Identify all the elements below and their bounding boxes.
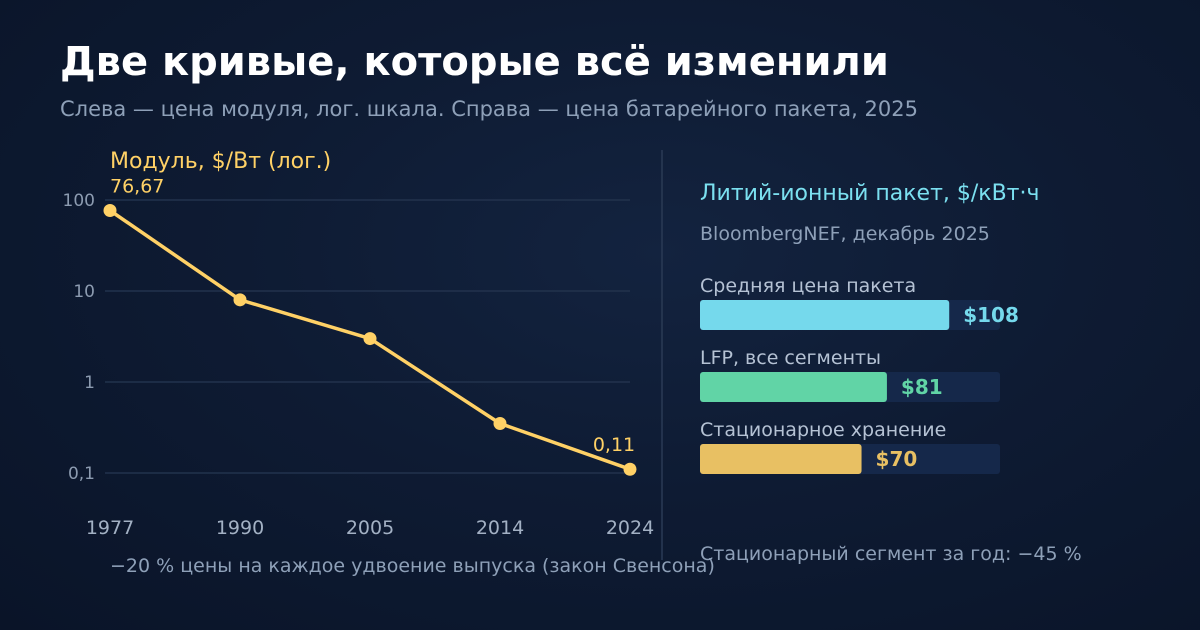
data-labels: 76,67 0,11 bbox=[110, 175, 635, 456]
bars: Средняя цена пакета $108 LFP, все сегменты… bbox=[700, 275, 1019, 474]
bar-value-label: $81 bbox=[901, 375, 943, 399]
x-tick-label: 1977 bbox=[86, 517, 134, 539]
data-label: 76,67 bbox=[110, 175, 164, 197]
bar-group: Стационарное хранение $70 bbox=[700, 419, 1000, 474]
bar-category-label: LFP, все сегменты bbox=[700, 347, 881, 369]
bar-category-label: Средняя цена пакета bbox=[700, 275, 916, 297]
y-axis-ticks: 100 10 1 0,1 bbox=[63, 191, 95, 484]
battery-chart-title: Литий-ионный пакет, $/кВт·ч bbox=[700, 181, 1039, 206]
bar-value-label: $108 bbox=[963, 303, 1019, 327]
x-tick-label: 2014 bbox=[476, 517, 524, 539]
y-tick-label: 100 bbox=[63, 191, 95, 211]
bar-group: Средняя цена пакета $108 bbox=[700, 275, 1019, 330]
page-title: Две кривые, которые всё изменили bbox=[60, 39, 889, 85]
page-subtitle: Слева — цена модуля, лог. шкала. Справа … bbox=[60, 97, 918, 121]
data-point-2005 bbox=[363, 332, 377, 346]
x-tick-label: 1990 bbox=[216, 517, 264, 539]
data-point-1977 bbox=[103, 203, 117, 217]
data-label: 0,11 bbox=[593, 434, 635, 456]
swanson-law-note: −20 % цены на каждое удвоение выпуска (з… bbox=[110, 555, 715, 577]
data-point-1990 bbox=[233, 293, 247, 307]
x-tick-label: 2024 bbox=[606, 517, 654, 539]
battery-pack-chart: Литий-ионный пакет, $/кВт·ч BloombergNEF… bbox=[700, 181, 1082, 565]
bar-value-label: $70 bbox=[876, 447, 918, 471]
bar bbox=[700, 372, 887, 402]
module-chart-title: Модуль, $/Вт (лог.) bbox=[110, 149, 331, 174]
module-price-chart: Модуль, $/Вт (лог.) 100 10 1 0,1 1977 1990 20… bbox=[63, 149, 715, 577]
data-points bbox=[103, 203, 637, 476]
data-point-2014 bbox=[493, 416, 507, 430]
bar-group: LFP, все сегменты $81 bbox=[700, 347, 1000, 402]
y-tick-label: 10 bbox=[73, 282, 95, 302]
x-axis-ticks: 1977 1990 2005 2014 2024 bbox=[86, 517, 654, 539]
battery-chart-source: BloombergNEF, декабрь 2025 bbox=[700, 223, 990, 245]
storage-yoy-note: Стационарный сегмент за год: −45 % bbox=[700, 543, 1082, 565]
x-tick-label: 2005 bbox=[346, 517, 394, 539]
bar bbox=[700, 300, 950, 330]
grid-lines bbox=[105, 199, 630, 474]
bar bbox=[700, 444, 862, 474]
data-point-2024 bbox=[623, 462, 637, 476]
bar-category-label: Стационарное хранение bbox=[700, 419, 946, 441]
y-tick-label: 1 bbox=[84, 373, 95, 393]
y-tick-label: 0,1 bbox=[68, 464, 95, 484]
